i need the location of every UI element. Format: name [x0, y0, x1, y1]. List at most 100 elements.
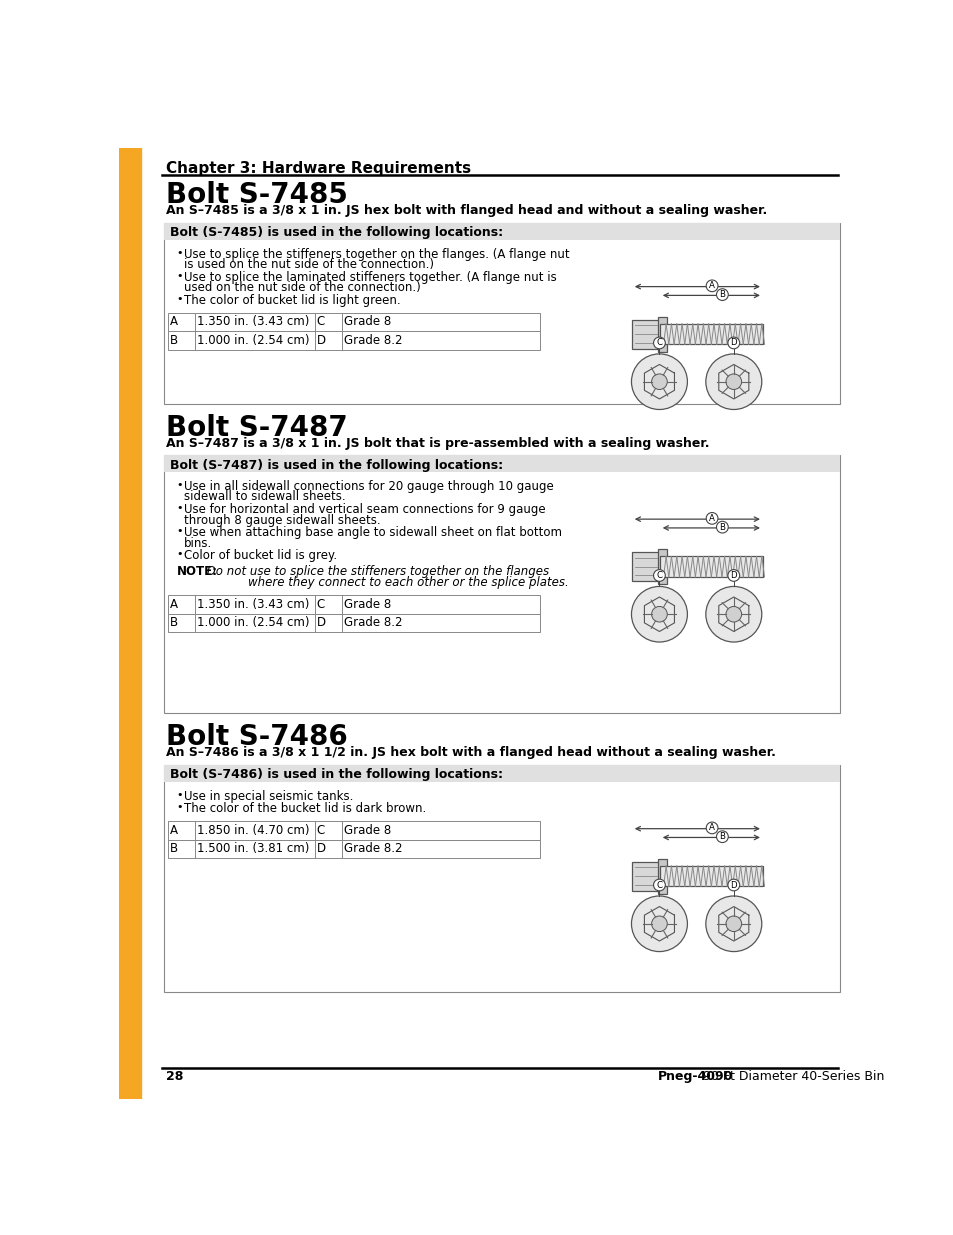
Text: •: • [176, 503, 183, 514]
Text: A: A [708, 824, 715, 832]
Text: Use for horizontal and vertical seam connections for 9 gauge: Use for horizontal and vertical seam con… [184, 503, 545, 516]
Bar [164, 456, 840, 714]
Text: •: • [176, 247, 183, 258]
Text: The color of the bucket lid is dark brown.: The color of the bucket lid is dark brow… [184, 803, 426, 815]
Text: where they connect to each other or the splice plates.: where they connect to each other or the … [203, 576, 568, 589]
Text: C: C [316, 598, 325, 611]
Text: Bolt S-7485: Bolt S-7485 [166, 182, 347, 209]
Bar [168, 331, 539, 350]
Text: Bolt (S-7486) is used in the following locations:: Bolt (S-7486) is used in the following l… [170, 768, 502, 781]
Text: sidewall to sidewall sheets.: sidewall to sidewall sheets. [184, 490, 346, 504]
Circle shape [653, 569, 664, 582]
Text: D: D [730, 881, 737, 889]
Circle shape [653, 879, 664, 890]
Text: A: A [170, 315, 177, 329]
Text: Use in special seismic tanks.: Use in special seismic tanks. [184, 789, 354, 803]
Text: NOTE:: NOTE: [176, 566, 217, 578]
Text: 1.350 in. (3.43 cm): 1.350 in. (3.43 cm) [196, 598, 309, 611]
Circle shape [651, 606, 666, 622]
Text: 1.000 in. (2.54 cm): 1.000 in. (2.54 cm) [196, 616, 309, 630]
Circle shape [716, 831, 727, 842]
Circle shape [725, 606, 740, 622]
Text: B: B [170, 333, 177, 347]
Text: B: B [719, 290, 724, 299]
Circle shape [631, 895, 687, 952]
Text: •: • [176, 480, 183, 490]
Circle shape [705, 280, 718, 291]
Bar [658, 858, 666, 894]
Bar [631, 552, 659, 582]
Circle shape [631, 587, 687, 642]
Circle shape [631, 354, 687, 410]
Circle shape [727, 879, 739, 890]
Text: An S–7485 is a 3/8 x 1 in. JS hex bolt with flanged head and without a sealing w: An S–7485 is a 3/8 x 1 in. JS hex bolt w… [166, 205, 766, 217]
Circle shape [705, 895, 761, 952]
Bar [168, 614, 539, 632]
Circle shape [716, 521, 727, 534]
Text: B: B [719, 522, 724, 531]
Bar [164, 456, 840, 472]
Text: D: D [316, 333, 326, 347]
Text: is used on the nut side of the connection.): is used on the nut side of the connectio… [184, 258, 434, 270]
Text: 1.500 in. (3.81 cm): 1.500 in. (3.81 cm) [196, 842, 309, 856]
Text: D: D [316, 842, 326, 856]
Text: used on the nut side of the connection.): used on the nut side of the connection.) [184, 282, 420, 294]
Text: C: C [316, 315, 325, 329]
Text: Bolt (S-7487) is used in the following locations:: Bolt (S-7487) is used in the following l… [170, 458, 502, 472]
Text: 1.850 in. (4.70 cm): 1.850 in. (4.70 cm) [196, 824, 309, 837]
Text: D: D [730, 338, 737, 347]
Text: An S–7487 is a 3/8 x 1 in. JS bolt that is pre-assembled with a sealing washer.: An S–7487 is a 3/8 x 1 in. JS bolt that … [166, 437, 708, 450]
Bar [168, 595, 539, 614]
Text: B: B [170, 842, 177, 856]
Text: C: C [656, 881, 661, 889]
Circle shape [653, 337, 664, 348]
Circle shape [727, 569, 739, 582]
Text: Use in all sidewall connections for 20 gauge through 10 gauge: Use in all sidewall connections for 20 g… [184, 480, 554, 493]
Circle shape [651, 374, 666, 389]
Text: Use to splice the laminated stiffeners together. (A flange nut is: Use to splice the laminated stiffeners t… [184, 270, 557, 284]
Text: Color of bucket lid is grey.: Color of bucket lid is grey. [184, 550, 337, 562]
Text: C: C [316, 824, 325, 837]
Text: Grade 8.2: Grade 8.2 [344, 842, 402, 856]
Text: D: D [730, 571, 737, 580]
Text: Grade 8.2: Grade 8.2 [344, 333, 402, 347]
Text: •: • [176, 294, 183, 304]
Bar [631, 862, 659, 890]
Text: •: • [176, 526, 183, 536]
Circle shape [725, 374, 740, 389]
Bar [164, 764, 840, 782]
Text: A: A [170, 824, 177, 837]
Text: An S–7486 is a 3/8 x 1 1/2 in. JS hex bolt with a flanged head without a sealing: An S–7486 is a 3/8 x 1 1/2 in. JS hex bo… [166, 746, 775, 760]
Circle shape [705, 587, 761, 642]
Bar [659, 866, 762, 887]
Bar [658, 316, 666, 352]
Circle shape [705, 354, 761, 410]
Text: Grade 8: Grade 8 [344, 824, 391, 837]
Text: The color of bucket lid is light green.: The color of bucket lid is light green. [184, 294, 400, 306]
Circle shape [705, 513, 718, 524]
Text: Use to splice the stiffeners together on the flanges. (A flange nut: Use to splice the stiffeners together on… [184, 247, 569, 261]
Text: Use when attaching base angle to sidewall sheet on flat bottom: Use when attaching base angle to sidewal… [184, 526, 561, 540]
Text: •: • [176, 270, 183, 280]
Text: C: C [656, 571, 661, 580]
Text: Grade 8: Grade 8 [344, 315, 391, 329]
Bar [164, 222, 840, 404]
Bar [164, 764, 840, 992]
Text: •: • [176, 803, 183, 813]
Bar [631, 320, 659, 348]
Text: D: D [316, 616, 326, 630]
Circle shape [651, 916, 666, 931]
Text: 1.000 in. (2.54 cm): 1.000 in. (2.54 cm) [196, 333, 309, 347]
Bar [658, 550, 666, 584]
Text: Pneg-4090: Pneg-4090 [658, 1070, 733, 1083]
Bar [168, 821, 539, 840]
Text: Do not use to splice the stiffeners together on the flanges: Do not use to splice the stiffeners toge… [203, 566, 549, 578]
Bar [168, 312, 539, 331]
Bar [164, 222, 840, 240]
Text: •: • [176, 789, 183, 799]
Bar [659, 557, 762, 577]
Bar [659, 324, 762, 345]
Circle shape [727, 337, 739, 348]
Text: Bolt S-7487: Bolt S-7487 [166, 414, 347, 442]
Circle shape [725, 916, 740, 931]
